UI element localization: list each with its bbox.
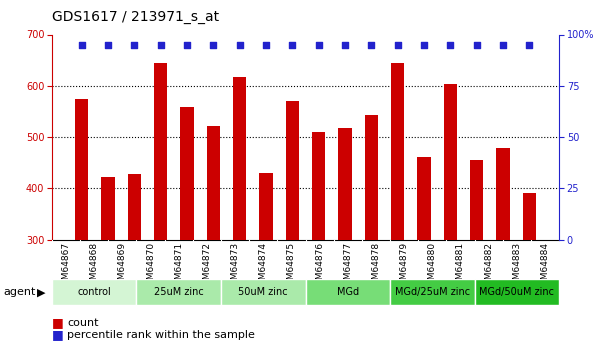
Point [77,42,87,48]
Bar [286,101,299,240]
Point [130,42,139,48]
Text: ■: ■ [52,316,64,329]
Bar [444,84,457,240]
Text: GSM64867: GSM64867 [62,242,70,291]
Text: GSM64875: GSM64875 [287,242,296,291]
Text: MGd: MGd [337,287,359,297]
Point [340,42,350,48]
Bar [390,279,475,305]
Point [524,42,534,48]
Bar [233,77,246,240]
Point [393,42,403,48]
Point [235,42,244,48]
Bar [52,279,136,305]
Bar [75,99,88,240]
Bar [306,279,390,305]
Bar [260,173,273,240]
Point [182,42,192,48]
Point [287,42,297,48]
Text: GSM64882: GSM64882 [484,242,493,291]
Text: GDS1617 / 213971_s_at: GDS1617 / 213971_s_at [52,10,219,24]
Point [472,42,481,48]
Text: GSM64870: GSM64870 [146,242,155,291]
Text: GSM64876: GSM64876 [315,242,324,291]
Bar [221,279,306,305]
Bar [497,148,510,240]
Point [445,42,455,48]
Text: GSM64869: GSM64869 [118,242,127,291]
Text: ■: ■ [52,328,64,341]
Point [103,42,113,48]
Bar [180,107,194,240]
Bar [391,63,404,240]
Point [208,42,218,48]
Bar [312,132,325,240]
Text: GSM64874: GSM64874 [258,242,268,291]
Bar [128,174,141,240]
Bar [417,157,431,240]
Bar [365,115,378,240]
Text: GSM64872: GSM64872 [202,242,211,291]
Text: GSM64871: GSM64871 [174,242,183,291]
Text: 50uM zinc: 50uM zinc [238,287,288,297]
Text: MGd/25uM zinc: MGd/25uM zinc [395,287,470,297]
Text: control: control [78,287,111,297]
Bar [470,160,483,240]
Bar [154,63,167,240]
Bar [101,177,114,240]
Bar [338,128,351,240]
Point [419,42,429,48]
Text: 25uM zinc: 25uM zinc [154,287,203,297]
Point [367,42,376,48]
Text: agent: agent [3,287,35,297]
Text: GSM64881: GSM64881 [456,242,465,291]
Text: GSM64879: GSM64879 [400,242,409,291]
Bar [523,193,536,240]
Bar [207,126,220,240]
Text: GSM64877: GSM64877 [343,242,353,291]
Point [498,42,508,48]
Text: GSM64880: GSM64880 [428,242,437,291]
Text: percentile rank within the sample: percentile rank within the sample [67,330,255,339]
Point [314,42,324,48]
Bar [475,279,559,305]
Point [261,42,271,48]
Bar [136,279,221,305]
Text: MGd/50uM zinc: MGd/50uM zinc [479,287,554,297]
Point [156,42,166,48]
Text: GSM64873: GSM64873 [230,242,240,291]
Text: GSM64868: GSM64868 [90,242,99,291]
Text: count: count [67,318,99,327]
Text: ▶: ▶ [37,287,45,297]
Text: GSM64878: GSM64878 [371,242,381,291]
Text: GSM64884: GSM64884 [541,242,549,291]
Text: GSM64883: GSM64883 [512,242,521,291]
